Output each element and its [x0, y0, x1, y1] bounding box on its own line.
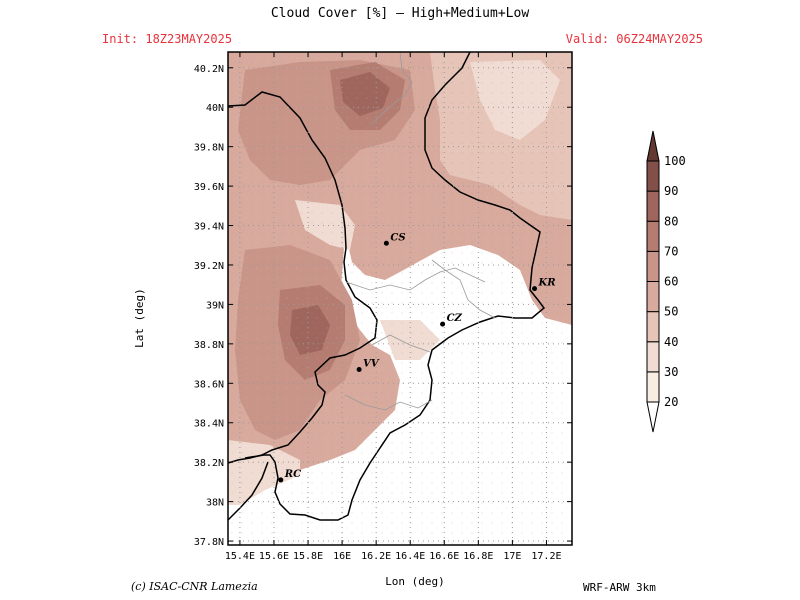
colorbar-segment: [646, 250, 660, 282]
city-marker-kr: [532, 286, 538, 292]
colorbar-label: 30: [664, 365, 678, 379]
city-marker-vv: [356, 366, 362, 372]
colorbar: 20 30 40 50 60 70 80 90 100: [646, 130, 686, 433]
city-label-vv: VV: [363, 358, 380, 369]
x-axis: 15.4E 15.6E 15.8E 16E 16.2E 16.4E 16.6E 16.8E 17…: [225, 52, 562, 562]
city-label-cs: CS: [390, 232, 405, 243]
colorbar-label: 90: [664, 184, 678, 198]
city-label-kr: KR: [538, 278, 556, 289]
colorbar-bottom-arrow: [646, 401, 660, 433]
x-tick-label: 16E: [333, 551, 351, 562]
city-label-cz: CZ: [447, 313, 463, 324]
y-tick-label: 38.2N: [194, 458, 224, 469]
y-tick-label: 40.2N: [194, 64, 224, 75]
x-axis-label: Lon (deg): [385, 575, 445, 588]
colorbar-segment: [646, 371, 660, 403]
city-markers: CS KR CZ VV RC: [278, 232, 556, 483]
colorbar-segment: [646, 190, 660, 222]
colorbar-segment: [646, 160, 660, 192]
city-label-rc: RC: [284, 469, 301, 480]
colorbar-label: 40: [664, 335, 678, 349]
x-tick-label: 16.6E: [429, 551, 459, 562]
colorbar-label: 60: [664, 275, 678, 289]
colorbar-segment: [646, 281, 660, 313]
credit-text: (c) ISAC-CNR Lamezia: [131, 580, 258, 593]
admin-borders: [344, 52, 496, 411]
y-tick-label: 38N: [206, 498, 224, 509]
model-name: WRF-ARW 3km: [583, 581, 656, 594]
city-marker-cs: [383, 240, 389, 246]
grid-lines: [228, 52, 572, 545]
y-tick-label: 39.8N: [194, 143, 224, 154]
colorbar-label: 100: [664, 154, 686, 168]
y-tick-label: 37.8N: [194, 537, 224, 548]
y-tick-label: 38.4N: [194, 419, 224, 430]
y-axis-label: Lat (deg): [133, 288, 146, 348]
city-marker-cz: [440, 321, 446, 327]
colorbar-label: 80: [664, 214, 678, 228]
init-time: Init: 18Z23MAY2025: [102, 32, 233, 46]
x-tick-label: 15.6E: [259, 551, 289, 562]
y-tick-label: 38.8N: [194, 340, 224, 351]
y-tick-label: 40N: [206, 103, 224, 114]
y-tick-label: 38.6N: [194, 379, 224, 390]
x-tick-label: 16.2E: [361, 551, 391, 562]
y-tick-label: 39N: [206, 300, 224, 311]
x-tick-label: 15.8E: [293, 551, 323, 562]
x-tick-label: 17E: [503, 551, 521, 562]
city-marker-rc: [278, 477, 284, 483]
coastline: [228, 52, 546, 521]
colorbar-top-arrow: [646, 130, 660, 162]
x-tick-label: 16.4E: [395, 551, 425, 562]
colorbar-segment: [646, 341, 660, 373]
y-axis: 37.8N 38N 38.2N 38.4N 38.6N 38.8N 39N 39.2N 39.4…: [194, 64, 572, 548]
map-title: Cloud Cover [%] — High+Medium+Low: [270, 6, 530, 21]
colorbar-label: 20: [664, 395, 678, 409]
colorbar-segment: [646, 220, 660, 252]
valid-time: Valid: 06Z24MAY2025: [565, 32, 703, 46]
cloud-field: [228, 52, 572, 545]
x-tick-label: 17.2E: [531, 551, 561, 562]
colorbar-segment: [646, 311, 660, 343]
y-tick-label: 39.4N: [194, 222, 224, 233]
x-tick-label: 15.4E: [225, 551, 255, 562]
colorbar-label: 70: [664, 244, 678, 258]
x-tick-label: 16.8E: [463, 551, 493, 562]
colorbar-label: 50: [664, 305, 678, 319]
y-tick-label: 39.6N: [194, 182, 224, 193]
y-tick-label: 39.2N: [194, 261, 224, 272]
plot-frame: [227, 51, 573, 546]
